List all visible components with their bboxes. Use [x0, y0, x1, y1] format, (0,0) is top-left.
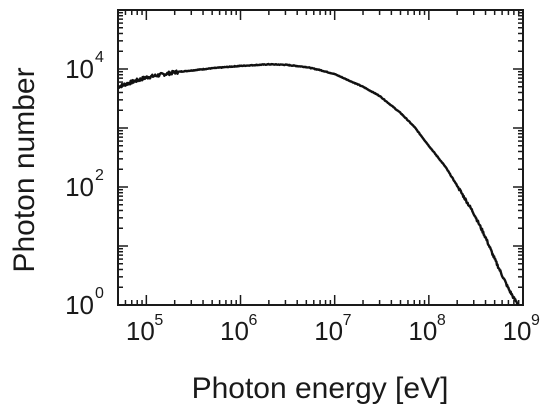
y-tick-exponent: 4: [95, 49, 104, 66]
y-tick-exponent: 0: [95, 285, 104, 302]
x-tick-label: 10: [220, 316, 249, 346]
y-tick-exponent: 2: [95, 167, 104, 184]
y-tick-label: 10: [65, 290, 94, 320]
x-tick-label: 10: [314, 316, 343, 346]
x-tick-exponent: 7: [343, 312, 352, 329]
x-tick-exponent: 6: [249, 312, 258, 329]
y-tick-label: 10: [65, 172, 94, 202]
y-axis-title: Photon number: [8, 67, 41, 272]
x-tick-exponent: 9: [531, 312, 540, 329]
x-axis-title: Photon energy [eV]: [192, 372, 449, 405]
x-tick-label: 10: [126, 316, 155, 346]
x-tick-label: 10: [408, 316, 437, 346]
x-axis-ticks: 10 5 10 6 10 7 10 8 10 9: [117, 10, 540, 346]
x-tick-exponent: 8: [437, 312, 446, 329]
plot-frame: [117, 9, 524, 306]
x-tick-label: 10: [503, 316, 532, 346]
y-tick-label: 10: [65, 54, 94, 84]
photon-spectrum-line: [117, 62, 520, 306]
x-tick-exponent: 5: [154, 312, 163, 329]
